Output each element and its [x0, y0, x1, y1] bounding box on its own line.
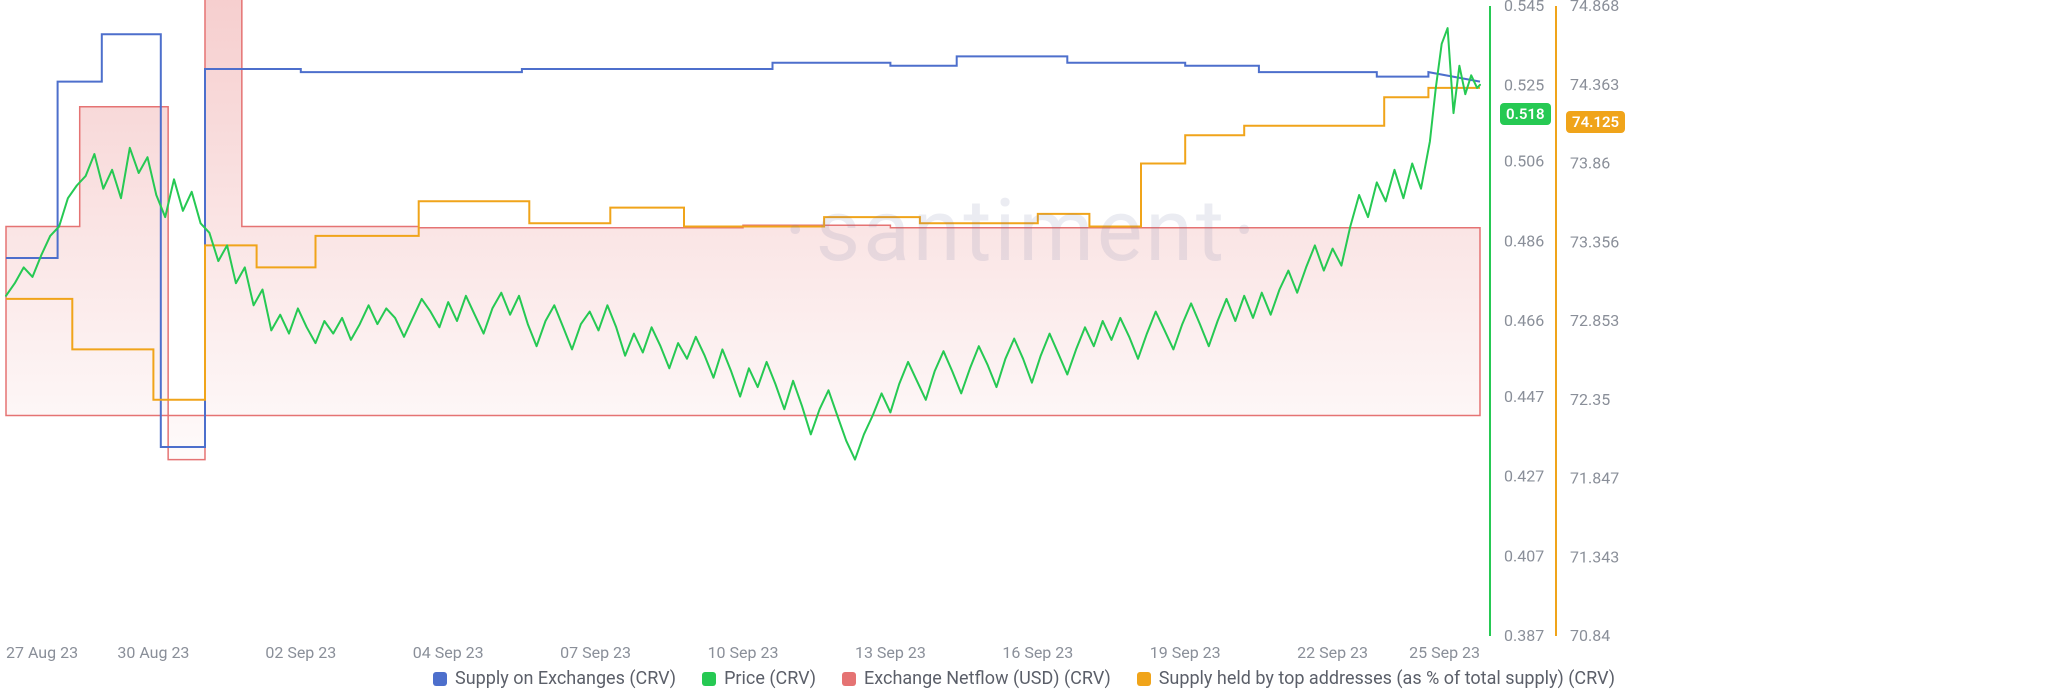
y-tick-label: 0.466: [1504, 311, 1544, 330]
legend-label: Supply on Exchanges (CRV): [455, 668, 676, 689]
legend-item-netflow: Exchange Netflow (USD) (CRV): [842, 668, 1111, 689]
y-tick-label: 74.868: [1570, 0, 1619, 15]
legend-label: Exchange Netflow (USD) (CRV): [864, 668, 1111, 689]
x-tick-label: 02 Sep 23: [265, 643, 336, 662]
y-tick-label: 73.356: [1570, 232, 1619, 251]
topaddr-current-pill: 74.125: [1566, 111, 1625, 133]
y-tick-label: 74.363: [1570, 75, 1619, 94]
y-tick-label: 0.447: [1504, 387, 1544, 406]
y-tick-label: 0.427: [1504, 467, 1544, 486]
x-tick-label: 22 Sep 23: [1297, 643, 1368, 662]
x-tick-label: 13 Sep 23: [855, 643, 926, 662]
x-tick-label: 25 Sep 23: [1409, 643, 1480, 662]
legend-item-topaddr: Supply held by top addresses (as % of to…: [1137, 668, 1615, 689]
legend-label: Supply held by top addresses (as % of to…: [1159, 668, 1615, 689]
x-tick-label: 27 Aug 23: [6, 643, 78, 662]
y-tick-label: 72.853: [1570, 311, 1619, 330]
x-tick-label: 16 Sep 23: [1002, 643, 1073, 662]
y-tick-label: 73.86: [1570, 154, 1610, 173]
price-current-pill: 0.518: [1500, 103, 1551, 125]
chart-canvas[interactable]: 27 Aug 23 30 Aug 23 02 Sep 23 04 Sep 23 07 S…: [0, 0, 2048, 693]
y-tick-label: 0.506: [1504, 152, 1544, 171]
y-tick-label: 0.525: [1504, 76, 1544, 95]
legend-item-supply: Supply on Exchanges (CRV): [433, 668, 676, 689]
legend: Supply on Exchanges (CRV) Price (CRV) Ex…: [0, 668, 2048, 689]
y-tick-label: 0.486: [1504, 231, 1544, 250]
y-tick-label: 70.84: [1570, 626, 1610, 645]
x-tick-label: 30 Aug 23: [117, 643, 189, 662]
y-tick-label: 71.847: [1570, 469, 1619, 488]
x-tick-label: 07 Sep 23: [560, 643, 631, 662]
legend-swatch: [1137, 672, 1151, 686]
y-tick-label: 72.35: [1570, 390, 1610, 409]
y-tick-label: 0.407: [1504, 546, 1544, 565]
legend-item-price: Price (CRV): [702, 668, 816, 689]
legend-label: Price (CRV): [724, 668, 816, 689]
y-tick-label: 71.343: [1570, 547, 1619, 566]
x-tick-label: 10 Sep 23: [708, 643, 779, 662]
y-tick-label: 0.387: [1504, 626, 1544, 645]
legend-swatch: [842, 672, 856, 686]
x-tick-label: 04 Sep 23: [413, 643, 484, 662]
legend-swatch: [702, 672, 716, 686]
y-tick-label: 0.545: [1504, 0, 1544, 15]
x-tick-label: 19 Sep 23: [1150, 643, 1221, 662]
legend-swatch: [433, 672, 447, 686]
